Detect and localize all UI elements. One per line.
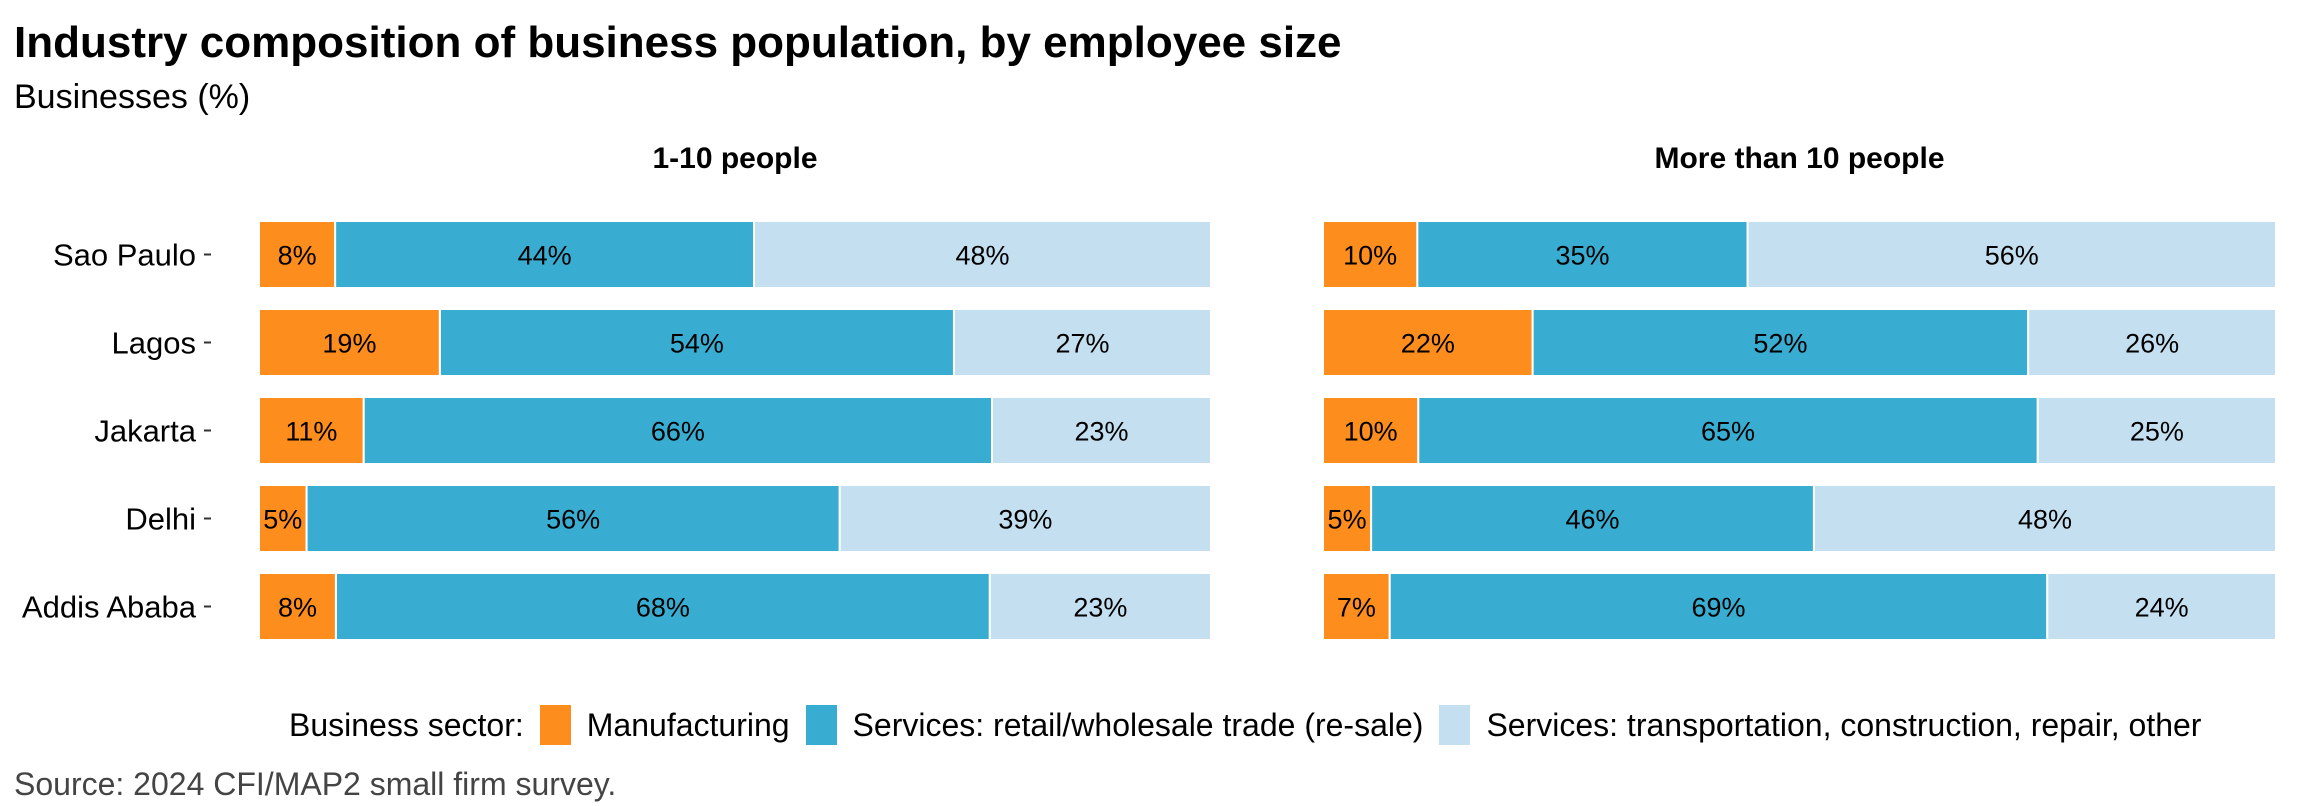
bar-data-label: 5% xyxy=(263,505,302,535)
bar-data-label: 48% xyxy=(955,241,1009,271)
bar-data-label: 26% xyxy=(2125,329,2179,359)
bar-segment xyxy=(258,396,365,465)
bar-segment xyxy=(334,220,756,289)
bar-data-label: 65% xyxy=(1701,417,1755,447)
bar-segment xyxy=(2027,308,2277,377)
bar-data-label: 56% xyxy=(1985,241,2039,271)
legend-swatch-other-services xyxy=(1439,705,1471,745)
bar-data-label: 7% xyxy=(1337,593,1376,623)
bar-data-label: 8% xyxy=(278,241,317,271)
y-tick-label: Sao Paulo xyxy=(53,238,196,273)
bar-segment xyxy=(2046,572,2278,641)
legend-swatch-manufacturing xyxy=(539,705,571,745)
bar-segment xyxy=(1746,220,2278,289)
legend-label-retail: Services: retail/wholesale trade (re-sal… xyxy=(852,706,1424,743)
bar-segment xyxy=(1388,572,2049,641)
chart-title: Industry composition of business populat… xyxy=(14,18,1342,67)
bar-segment xyxy=(1812,484,2278,553)
bar-data-label: 5% xyxy=(1328,505,1367,535)
bar-data-label: 56% xyxy=(546,505,600,535)
bar-data-label: 19% xyxy=(322,329,376,359)
legend-item-other-services: Services: transportation, construction, … xyxy=(1439,705,2201,745)
y-tick-label: Delhi xyxy=(125,502,196,537)
bar-data-label: 46% xyxy=(1566,505,1620,535)
legend-label-manufacturing: Manufacturing xyxy=(586,706,790,743)
legend-title: Business sector: xyxy=(289,706,524,743)
bar-segment xyxy=(952,308,1213,377)
bar-segment xyxy=(362,396,994,465)
bar-data-label: 69% xyxy=(1691,593,1745,623)
legend-item-retail: Services: retail/wholesale trade (re-sal… xyxy=(805,705,1424,745)
bar-segment xyxy=(838,484,1212,553)
legend-item-manufacturing: Manufacturing xyxy=(539,705,790,745)
legend-label-other-services: Services: transportation, construction, … xyxy=(1486,706,2202,743)
bar-segment xyxy=(1322,396,1420,465)
bar-data-label: 66% xyxy=(651,417,705,447)
bar-segment xyxy=(1370,484,1815,553)
bar-data-label: 39% xyxy=(998,505,1052,535)
bar-segment xyxy=(1417,396,2039,465)
bar-data-label: 52% xyxy=(1753,329,1807,359)
bar-segment xyxy=(258,484,308,553)
bar-data-label: 54% xyxy=(670,329,724,359)
source-note: Source: 2024 CFI/MAP2 small firm survey. xyxy=(14,766,617,802)
bar-segment xyxy=(991,396,1212,465)
bar-segment xyxy=(2036,396,2277,465)
facet-title-large: More than 10 people xyxy=(1654,142,1945,175)
bar-data-label: 44% xyxy=(518,241,572,271)
bar-segment xyxy=(753,220,1212,289)
bar-segment xyxy=(258,220,337,289)
y-tick-label: Lagos xyxy=(112,326,196,361)
y-tick-label: Addis Ababa xyxy=(22,590,197,625)
bar-data-label: 23% xyxy=(1073,593,1127,623)
bar-data-label: 10% xyxy=(1343,241,1397,271)
bar-data-label: 35% xyxy=(1555,241,1609,271)
bar-segment xyxy=(1322,308,1534,377)
bar-data-label: 11% xyxy=(285,417,337,447)
bar-data-label: 27% xyxy=(1055,329,1109,359)
bar-segment xyxy=(1322,484,1373,553)
bar-data-label: 24% xyxy=(2135,593,2189,623)
bar-data-label: 48% xyxy=(2018,505,2072,535)
bar-data-label: 10% xyxy=(1344,417,1398,447)
bar-segment xyxy=(305,484,841,553)
bar-segment xyxy=(988,572,1213,641)
bar-data-label: 68% xyxy=(636,593,690,623)
bar-data-label: 23% xyxy=(1074,417,1128,447)
bar-segment xyxy=(1416,220,1749,289)
bar-data-label: 22% xyxy=(1401,329,1455,359)
chart-subtitle: Businesses (%) xyxy=(14,78,251,116)
bar-data-label: 25% xyxy=(2130,417,2184,447)
legend-swatch-retail xyxy=(805,705,837,745)
facet-title-small: 1-10 people xyxy=(652,142,818,175)
bar-data-label: 8% xyxy=(278,593,317,623)
bar-segment xyxy=(1322,220,1419,289)
y-tick-label: Jakarta xyxy=(94,414,196,449)
